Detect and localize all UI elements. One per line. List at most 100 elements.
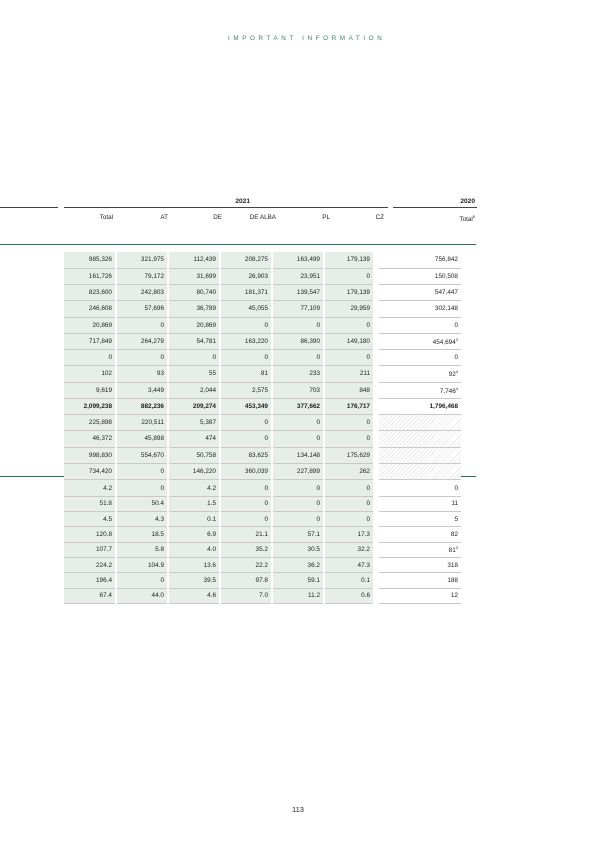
table-row: 107.7 5.8 4.0 35.2 30.5 32.2 813 <box>64 542 461 558</box>
table-row: 224.2 104.9 13.6 22.2 36.2 47.3 318 <box>64 557 461 574</box>
cell-value: 1,796,468 <box>429 402 458 410</box>
table-cell: 176,717 <box>323 398 376 416</box>
table-cell: 0 <box>271 496 324 513</box>
table-row: 246,608 57,696 36,789 45,055 77,109 29,959 302… <box>64 300 461 318</box>
table-cell: 44.0 <box>115 588 168 604</box>
table-cell-previous-year: 0 <box>373 481 461 497</box>
cell-value: 0 <box>454 354 458 362</box>
table-cell-previous-year: 7,7464 <box>373 382 461 399</box>
cell-value: 188 <box>447 576 458 584</box>
table-cell: 0 <box>323 430 376 448</box>
table-cell: 0 <box>219 349 272 367</box>
table-cell: 18.5 <box>115 526 168 543</box>
table-cell: 4.6 <box>167 588 220 604</box>
table-cell-previous-year <box>373 447 461 464</box>
table-cell: 93 <box>115 365 168 383</box>
table-cell: 175,629 <box>323 447 376 464</box>
table-cell: 0 <box>323 317 376 334</box>
footnote-marker: 5 <box>472 214 475 219</box>
table-cell: 134,148 <box>271 447 324 464</box>
table-row: 102 93 55 81 233 211 924 <box>64 365 461 383</box>
table-cell: 225,898 <box>64 414 116 432</box>
table-cell: 0 <box>323 481 376 497</box>
table-cell: 4.3 <box>115 511 168 528</box>
table-cell: 23,951 <box>271 268 324 286</box>
table-cell: 377,662 <box>271 398 324 416</box>
table-cell: 107.7 <box>64 542 116 558</box>
table-row: 196.4 0 39.5 97.8 59.1 0.1 188 <box>64 572 461 589</box>
footnote-marker: 3 <box>455 545 458 551</box>
table-cell: 2,044 <box>167 382 220 399</box>
table-cell: 196.4 <box>64 572 116 589</box>
table-row: 985,326 321,975 112,439 208,275 163,499 179,1… <box>64 252 461 269</box>
table-cell: 161,726 <box>64 268 116 286</box>
table-cell: 0 <box>323 496 376 513</box>
table-cell: 0 <box>271 414 324 432</box>
table-cell: 20,869 <box>167 317 220 334</box>
table-row: 120.8 18.5 6.9 21.1 57.1 17.3 82 <box>64 526 461 543</box>
table-cell: 149,180 <box>323 333 376 351</box>
page-number: 113 <box>292 805 304 814</box>
table-cell: 9,619 <box>64 382 116 399</box>
section-header: IMPORTANT INFORMATION <box>228 35 386 42</box>
table-cell: 0 <box>219 511 272 528</box>
table-cell: 45,055 <box>219 300 272 318</box>
table-cell: 5.8 <box>115 542 168 558</box>
table-cell-previous-year: 302,148 <box>373 300 461 318</box>
table-cell: 5,387 <box>167 414 220 432</box>
table-cell: 264,279 <box>115 333 168 351</box>
data-table-ratios: 4.2 0 4.2 0 0 0 0 51.8 50.4 1.5 0 0 0 11 4.5 4.3 0.1 0 0 0 5… <box>64 481 461 604</box>
table-cell: 0.1 <box>323 572 376 589</box>
table-row: 734,420 0 146,220 360,039 227,899 262 <box>64 463 461 481</box>
table-cell-previous-year: 5 <box>373 511 461 528</box>
table-cell: 474 <box>167 430 220 448</box>
column-header-label: Total <box>459 216 473 224</box>
table-cell: 36.2 <box>271 557 324 574</box>
table-cell: 13.6 <box>167 557 220 574</box>
table-cell: 0 <box>115 349 168 367</box>
table-cell: 0 <box>271 430 324 448</box>
column-header: Total <box>99 214 113 221</box>
column-header: PL <box>322 214 330 221</box>
table-cell: 233 <box>271 365 324 383</box>
table-cell: 81 <box>219 365 272 383</box>
table-cell: 4.5 <box>64 511 116 528</box>
table-cell: 985,326 <box>64 252 116 269</box>
cell-value: 7,746 <box>439 387 456 395</box>
table-cell: 4.2 <box>167 481 220 497</box>
table-cell: 11.2 <box>271 588 324 604</box>
table-row: 46,372 45,898 474 0 0 0 <box>64 430 461 448</box>
table-cell: 57.1 <box>271 526 324 543</box>
table-row: 823,600 242,803 80,740 181,371 139,547 179,13… <box>64 284 461 302</box>
year-2021-label: 2021 <box>235 198 250 205</box>
table-row: 20,869 0 20,869 0 0 0 0 <box>64 317 461 334</box>
table-cell: 703 <box>271 382 324 399</box>
table-cell: 220,511 <box>115 414 168 432</box>
table-cell: 29,959 <box>323 300 376 318</box>
table-cell: 57,696 <box>115 300 168 318</box>
cell-value: 82 <box>450 531 458 539</box>
table-cell: 554,670 <box>115 447 168 464</box>
table-cell: 67.4 <box>64 588 116 604</box>
table-cell: 50.4 <box>115 496 168 513</box>
table-cell: 80,740 <box>167 284 220 302</box>
table-cell: 59.1 <box>271 572 324 589</box>
table-cell-previous-year: 454,6943 <box>373 333 461 351</box>
table-cell-previous-year: 82 <box>373 526 461 543</box>
cell-value: 0 <box>454 484 458 492</box>
table-cell: 46,372 <box>64 430 116 448</box>
column-header: DE ALBA <box>249 214 276 221</box>
table-cell: 321,975 <box>115 252 168 269</box>
table-cell-previous-year: 813 <box>373 542 461 558</box>
cell-value: 302,148 <box>434 305 458 313</box>
table-cell: 35.2 <box>219 542 272 558</box>
table-row: 717,849 264,279 54,781 163,220 86,390 149,180… <box>64 333 461 351</box>
table-cell-previous-year: 924 <box>373 365 461 383</box>
table-cell: 998,830 <box>64 447 116 464</box>
table-cell: 112,439 <box>167 252 220 269</box>
table-row: 161,726 79,172 31,699 26,903 23,951 0 150,508 <box>64 268 461 286</box>
table-cell: 83,625 <box>219 447 272 464</box>
table-cell: 262 <box>323 463 376 481</box>
cell-value: 92 <box>448 371 456 379</box>
table-cell: 4.2 <box>64 481 116 497</box>
